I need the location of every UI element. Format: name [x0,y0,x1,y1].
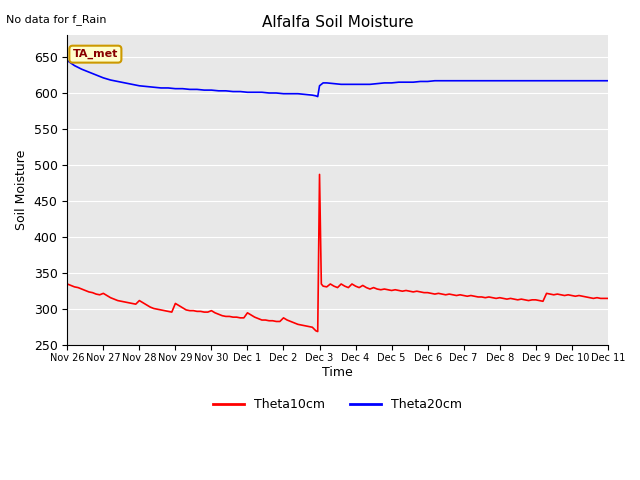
Theta10cm [215,312,223,317]
Theta10cm [314,329,321,335]
Theta20cm [460,78,467,84]
Theta10cm [503,296,511,302]
Theta20cm [294,91,301,96]
Y-axis label: Soil Moisture: Soil Moisture [15,150,28,230]
Theta20cm [63,58,71,63]
Theta10cm [81,288,89,293]
Theta10cm [316,171,323,177]
Theta20cm [604,78,612,84]
Theta10cm [63,281,71,287]
Legend: Theta10cm, Theta20cm: Theta10cm, Theta20cm [208,394,467,417]
Text: TA_met: TA_met [73,49,118,60]
Line: Theta10cm: Theta10cm [67,174,608,332]
Line: Theta20cm: Theta20cm [67,60,608,96]
Theta20cm [314,94,321,99]
Title: Alfalfa Soil Moisture: Alfalfa Soil Moisture [262,15,413,30]
Theta20cm [373,81,381,86]
Theta20cm [215,88,223,94]
Theta10cm [92,291,100,297]
Theta20cm [200,87,208,93]
X-axis label: Time: Time [322,366,353,379]
Theta10cm [273,319,280,324]
Theta10cm [373,286,381,292]
Text: No data for f_Rain: No data for f_Rain [6,14,107,25]
Theta10cm [604,296,612,301]
Theta20cm [287,91,294,96]
